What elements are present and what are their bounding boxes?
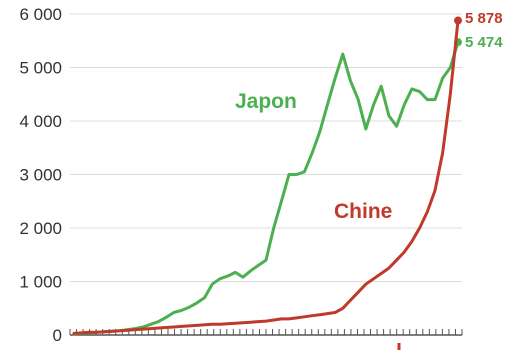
series-line-chine: [72, 19, 460, 335]
series-label-chine: Chine: [334, 200, 392, 223]
end-value-label-japon: 5 474: [465, 34, 503, 51]
y-tick-label: 6 000: [19, 5, 62, 24]
end-value-label-chine: 5 878: [465, 10, 503, 27]
y-tick-label: 0: [53, 326, 62, 345]
series-line-japon: [72, 40, 460, 336]
x-axis: [69, 329, 463, 350]
y-tick-label: 3 000: [19, 166, 62, 185]
series-label-japon: Japon: [235, 90, 297, 113]
y-axis-tick-labels: 0 1 000 2 000 3 000 4 000 5 000 6 000: [19, 5, 62, 345]
gridlines: [70, 13, 462, 282]
end-point-chine: [454, 16, 462, 25]
series-lines: [72, 16, 462, 336]
y-tick-label: 1 000: [19, 273, 62, 292]
y-tick-label: 5 000: [19, 59, 62, 78]
y-tick-label: 4 000: [19, 112, 62, 131]
series-labels: Japon Chine 5 474 5 878: [235, 10, 503, 223]
y-tick-label: 2 000: [19, 219, 62, 238]
